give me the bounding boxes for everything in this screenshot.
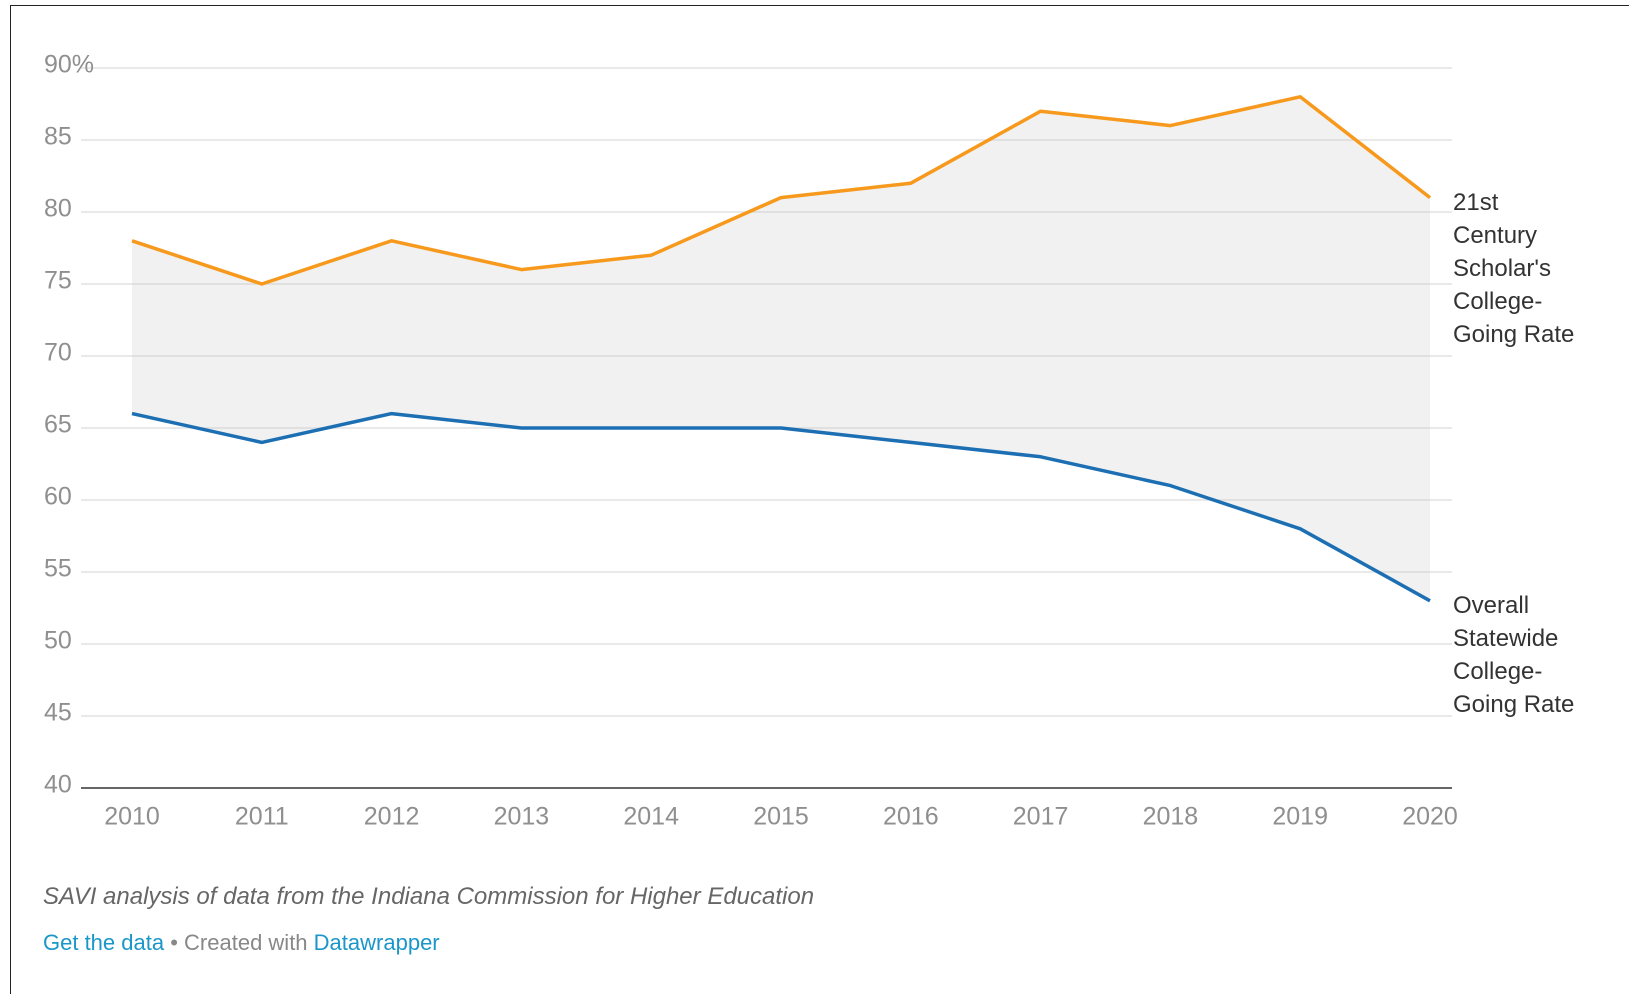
x-tick-label: 2010 [104,803,160,831]
x-tick-label: 2012 [364,803,420,831]
y-tick-label: 85 [44,123,72,151]
y-tick-label: 40 [44,771,72,799]
range-area [132,96,1430,601]
x-tick-label: 2019 [1272,803,1328,831]
data-link[interactable]: Get the data [43,930,165,955]
x-tick-label: 2016 [883,803,939,831]
y-tick-label: 70 [44,339,72,367]
y-tick-label: 65 [44,411,72,439]
y-tick-label: 90% [44,51,94,79]
y-tick-label: 75 [44,267,72,295]
x-tick-label: 2017 [1013,803,1069,831]
y-tick-label: 45 [44,699,72,727]
series-label: Overall Statewide College-Going Rate [1453,591,1575,718]
credit-link[interactable]: Datawrapper [313,930,440,955]
series-label: 21st Century Scholar's College-Going Rat… [1453,188,1575,348]
separator: • Created with [170,930,308,955]
y-tick-label: 60 [44,483,72,511]
footer: Get the data • Created with Datawrapper [43,930,440,956]
x-tick-label: 2020 [1402,803,1458,831]
y-tick-label: 50 [44,627,72,655]
y-tick-label: 80 [44,195,72,223]
x-tick-label: 2015 [753,803,809,831]
x-tick-label: 2013 [494,803,550,831]
series-line [131,411,1431,603]
x-tick-label: 2011 [235,803,289,831]
frame [10,5,1629,994]
y-tick-label: 55 [44,555,72,583]
x-tick-label: 2018 [1143,803,1199,831]
notes: SAVI analysis of data from the Indiana C… [43,883,815,910]
x-tick-label: 2014 [623,803,679,831]
series-line [131,95,1432,286]
